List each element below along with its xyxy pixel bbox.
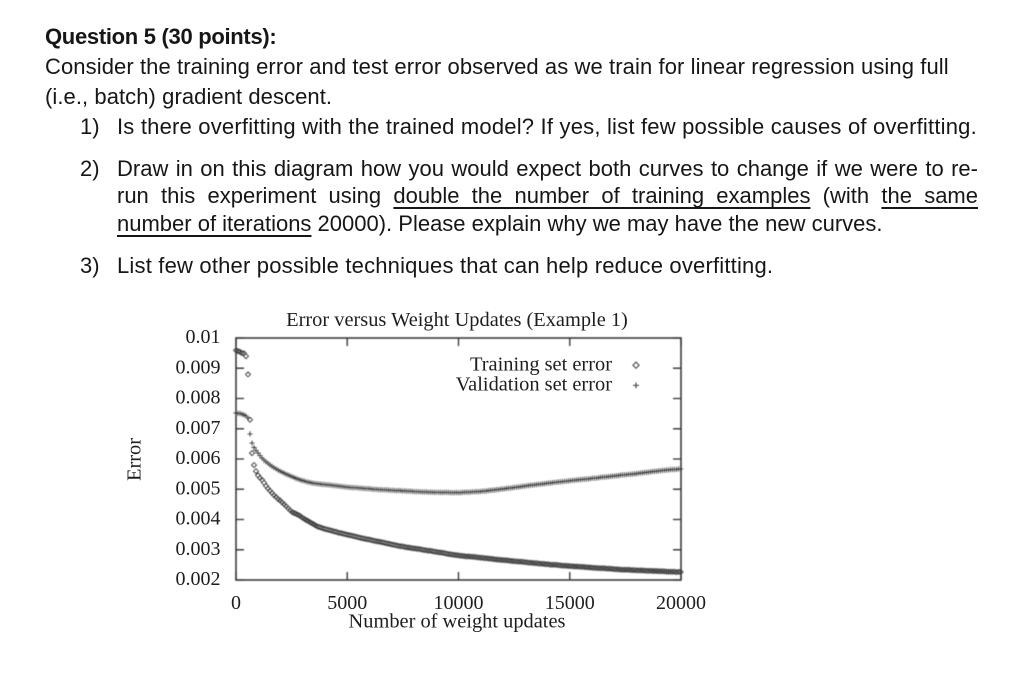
svg-text:Training set error: Training set error — [470, 354, 612, 376]
svg-text:Number of weight updates: Number of weight updates — [349, 611, 566, 633]
svg-text:Validation set error: Validation set error — [456, 374, 612, 396]
svg-text:0.01: 0.01 — [186, 326, 221, 348]
svg-text:0.005: 0.005 — [176, 477, 221, 499]
svg-text:0: 0 — [231, 592, 241, 614]
svg-text:Error: Error — [124, 438, 146, 481]
svg-text:0.007: 0.007 — [176, 417, 221, 439]
svg-text:0.002: 0.002 — [176, 568, 221, 590]
svg-text:0.009: 0.009 — [176, 356, 221, 378]
svg-text:20000: 20000 — [656, 592, 706, 614]
svg-text:Error versus Weight Updates (E: Error versus Weight Updates (Example 1) — [286, 309, 628, 331]
svg-text:0.004: 0.004 — [176, 508, 221, 530]
svg-text:0.008: 0.008 — [176, 387, 221, 409]
svg-text:0.006: 0.006 — [176, 447, 221, 469]
svg-text:15000: 15000 — [545, 592, 595, 614]
svg-text:0.003: 0.003 — [176, 538, 221, 560]
svg-text:10000: 10000 — [434, 592, 484, 614]
svg-text:5000: 5000 — [327, 592, 367, 614]
